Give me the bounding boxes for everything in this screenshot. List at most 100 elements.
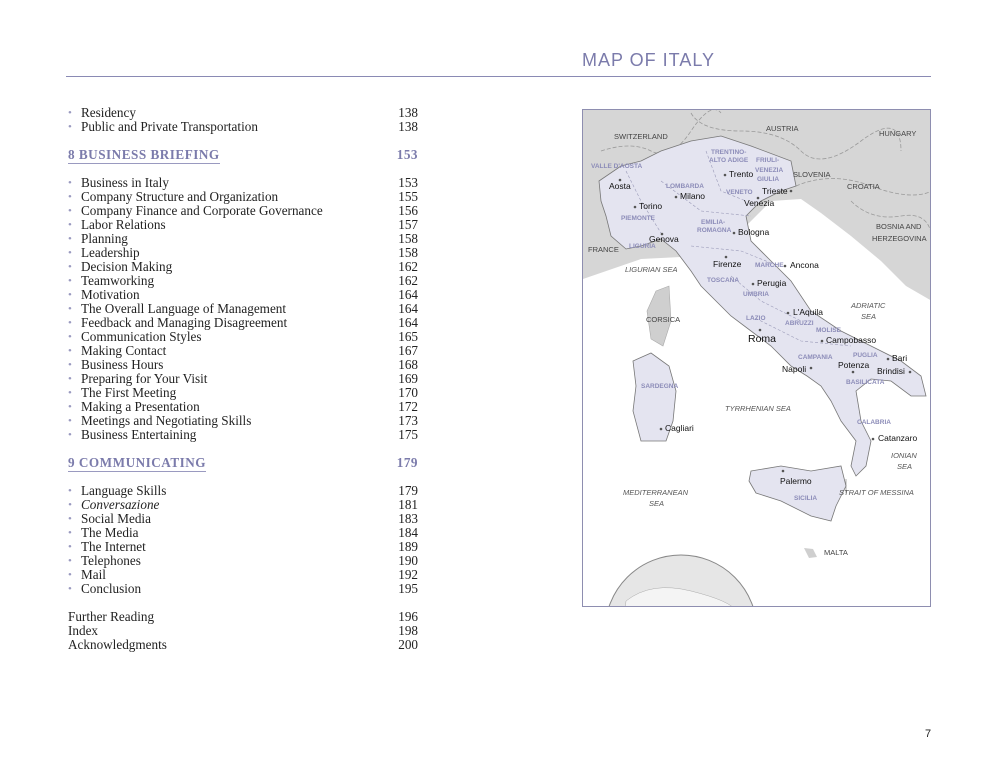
- toc-page-number: 162: [398, 259, 418, 274]
- toc-page-number: 179: [398, 483, 418, 498]
- sea-label: IONIAN: [891, 451, 917, 460]
- city-label: Trento: [729, 169, 754, 179]
- city-label: Roma: [748, 333, 777, 345]
- toc-entry-title: Meetings and Negotiating Skills: [68, 414, 251, 429]
- toc-entry: Conclusion 195: [68, 581, 418, 597]
- toc-entry: Teamworking 162: [68, 273, 418, 289]
- toc-page-number: 173: [398, 413, 418, 428]
- city-label: Venezia: [744, 198, 775, 208]
- toc-entry-title: Conclusion: [68, 582, 141, 597]
- corsica: [646, 285, 672, 347]
- map-graphic: [583, 110, 930, 606]
- toc-entry: Labor Relations 157: [68, 218, 418, 233]
- city-label: Potenza: [838, 360, 870, 370]
- toc-entry: Public and Private Transportation 138: [68, 120, 418, 135]
- country-label: CORSICA: [646, 315, 681, 324]
- city-label: Napoli: [782, 364, 807, 374]
- region-label: TRENTINO-: [711, 149, 747, 156]
- toc-page-number: 167: [398, 343, 418, 358]
- region-label: CALABRIA: [857, 419, 891, 426]
- country-label: BOSNIA AND: [876, 222, 922, 231]
- city-label: Bologna: [738, 227, 770, 237]
- toc-entry: Conversazione 181: [68, 498, 418, 513]
- city-label: Catanzaro: [878, 433, 918, 443]
- toc-chapter-heading: 8 BUSINESS BRIEFING 153: [68, 147, 418, 164]
- toc-page-number: 164: [398, 315, 418, 330]
- region-label: SICILIA: [794, 495, 818, 502]
- toc-entry-title: Language Skills: [68, 484, 166, 499]
- toc-page-number: 172: [398, 399, 418, 414]
- toc-page-number: 196: [398, 609, 418, 624]
- toc-entry-title: Motivation: [68, 288, 140, 303]
- toc-entry-title: The Media: [68, 526, 139, 541]
- toc-entry-title: Teamworking: [68, 274, 154, 289]
- region-label: PIEMONTE: [621, 215, 655, 222]
- toc-page-number: 195: [398, 581, 418, 596]
- country-label: SLOVENIA: [793, 170, 831, 179]
- region-label: FRIULI-: [756, 157, 780, 164]
- region-label: MOLISE: [816, 327, 841, 334]
- title-rule: [66, 76, 931, 77]
- toc-entry-title: Business Hours: [68, 358, 163, 373]
- region-label: UMBRIA: [743, 291, 769, 298]
- toc-page-number: 164: [398, 287, 418, 302]
- toc-entry: The Overall Language of Management 164: [68, 302, 418, 317]
- toc-entry-title: Planning: [68, 232, 128, 247]
- toc-page-number: 162: [398, 273, 418, 288]
- city-label: Palermo: [780, 476, 812, 486]
- city-label: Perugia: [757, 278, 787, 288]
- region-label: ABRUZZI: [785, 320, 814, 327]
- toc-entry: Decision Making 162: [68, 259, 418, 275]
- toc-entry: Feedback and Managing Disagreement 164: [68, 315, 418, 331]
- toc-entry: Making a Presentation 172: [68, 399, 418, 415]
- toc-page-number: 170: [398, 385, 418, 400]
- city-label: Bari: [892, 353, 908, 363]
- toc-entry-title: Mail: [68, 568, 106, 583]
- toc-entry-title: Company Structure and Organization: [68, 190, 278, 205]
- country-label: AUSTRIA: [766, 124, 799, 133]
- city-label: Milano: [680, 191, 706, 201]
- toc-entry: Making Contact 167: [68, 343, 418, 359]
- toc-entry: Mail 192: [68, 568, 418, 583]
- toc-entry-title: Further Reading: [68, 609, 155, 624]
- region-label: ROMAGNA: [697, 227, 732, 234]
- toc-entry-title: 9 COMMUNICATING: [68, 455, 207, 472]
- city-label: Ancona: [790, 260, 819, 270]
- toc-page-number: 168: [398, 357, 418, 372]
- toc-entry: Residency 138: [68, 105, 418, 121]
- map-of-italy: Aosta Torino Milano Trento Trieste Venezia Gen…: [582, 109, 931, 607]
- toc-page-number: 155: [398, 189, 418, 204]
- region-label: SARDEGNA: [641, 383, 679, 390]
- toc-entry-title: 8 BUSINESS BRIEFING: [68, 147, 220, 164]
- malta: [804, 548, 817, 558]
- region-label: ALTO ADIGE: [709, 157, 749, 164]
- sardinia: [632, 352, 677, 442]
- toc-page-number: 179: [396, 455, 418, 470]
- toc-entry-title: The First Meeting: [68, 386, 176, 401]
- italy-mainland: [598, 135, 927, 477]
- city-label: Torino: [639, 201, 663, 211]
- toc-page-number: 138: [398, 105, 418, 120]
- country-label: FRANCE: [588, 245, 619, 254]
- toc-entry-title: Social Media: [68, 512, 151, 527]
- city-label: Campobasso: [826, 335, 877, 345]
- toc-entry: Planning 158: [68, 232, 418, 247]
- toc-entry-title: Company Finance and Corporate Governance: [68, 204, 323, 219]
- toc-entry: Index 198: [68, 624, 418, 638]
- region-label: MARCHE: [755, 262, 784, 269]
- city-label: Brindisi: [877, 366, 905, 376]
- toc-entry: Company Finance and Corporate Governance…: [68, 204, 418, 219]
- toc-entry-title: Conversazione: [68, 498, 159, 513]
- sea-label: MEDITERRANEAN: [623, 488, 689, 497]
- toc-page-number: 198: [398, 623, 418, 638]
- toc-entry-title: Feedback and Managing Disagreement: [68, 316, 287, 331]
- toc-entry-title: Index: [68, 623, 99, 638]
- toc-page-number: 158: [398, 245, 418, 260]
- page-title: MAP OF ITALY: [582, 50, 716, 70]
- region-label: VENEZIA: [755, 167, 784, 174]
- city-label: Genova: [649, 234, 679, 244]
- toc-entry: Company Structure and Organization 155: [68, 189, 418, 205]
- toc-entry: Language Skills 179: [68, 483, 418, 499]
- toc-entry: Leadership 158: [68, 245, 418, 261]
